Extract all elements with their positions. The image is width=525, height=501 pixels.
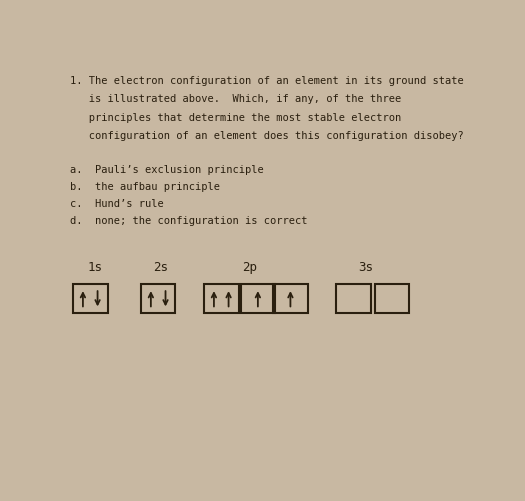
Text: a.  Pauli’s exclusion principle: a. Pauli’s exclusion principle [70, 165, 264, 175]
Bar [273, 284, 308, 313]
Bar [375, 284, 410, 313]
Text: is illustrated above.  Which, if any, of the three: is illustrated above. Which, if any, of … [70, 94, 401, 104]
Text: 3s: 3s [359, 261, 374, 274]
Text: configuration of an element does this configuration disobey?: configuration of an element does this co… [70, 131, 464, 141]
Text: d.  none; the configuration is correct: d. none; the configuration is correct [70, 216, 307, 226]
Text: 1. The electron configuration of an element in its ground state: 1. The electron configuration of an elem… [70, 76, 464, 86]
Text: 2p: 2p [243, 261, 258, 274]
Text: 1s: 1s [88, 261, 103, 274]
Text: c.  Hund’s rule: c. Hund’s rule [70, 199, 163, 209]
Bar [141, 284, 175, 313]
Text: principles that determine the most stable electron: principles that determine the most stabl… [70, 113, 401, 123]
Text: 2s: 2s [153, 261, 168, 274]
Bar [336, 284, 371, 313]
Text: b.  the aufbau principle: b. the aufbau principle [70, 182, 219, 192]
Bar [240, 284, 275, 313]
Bar [204, 284, 238, 313]
Bar [73, 284, 108, 313]
